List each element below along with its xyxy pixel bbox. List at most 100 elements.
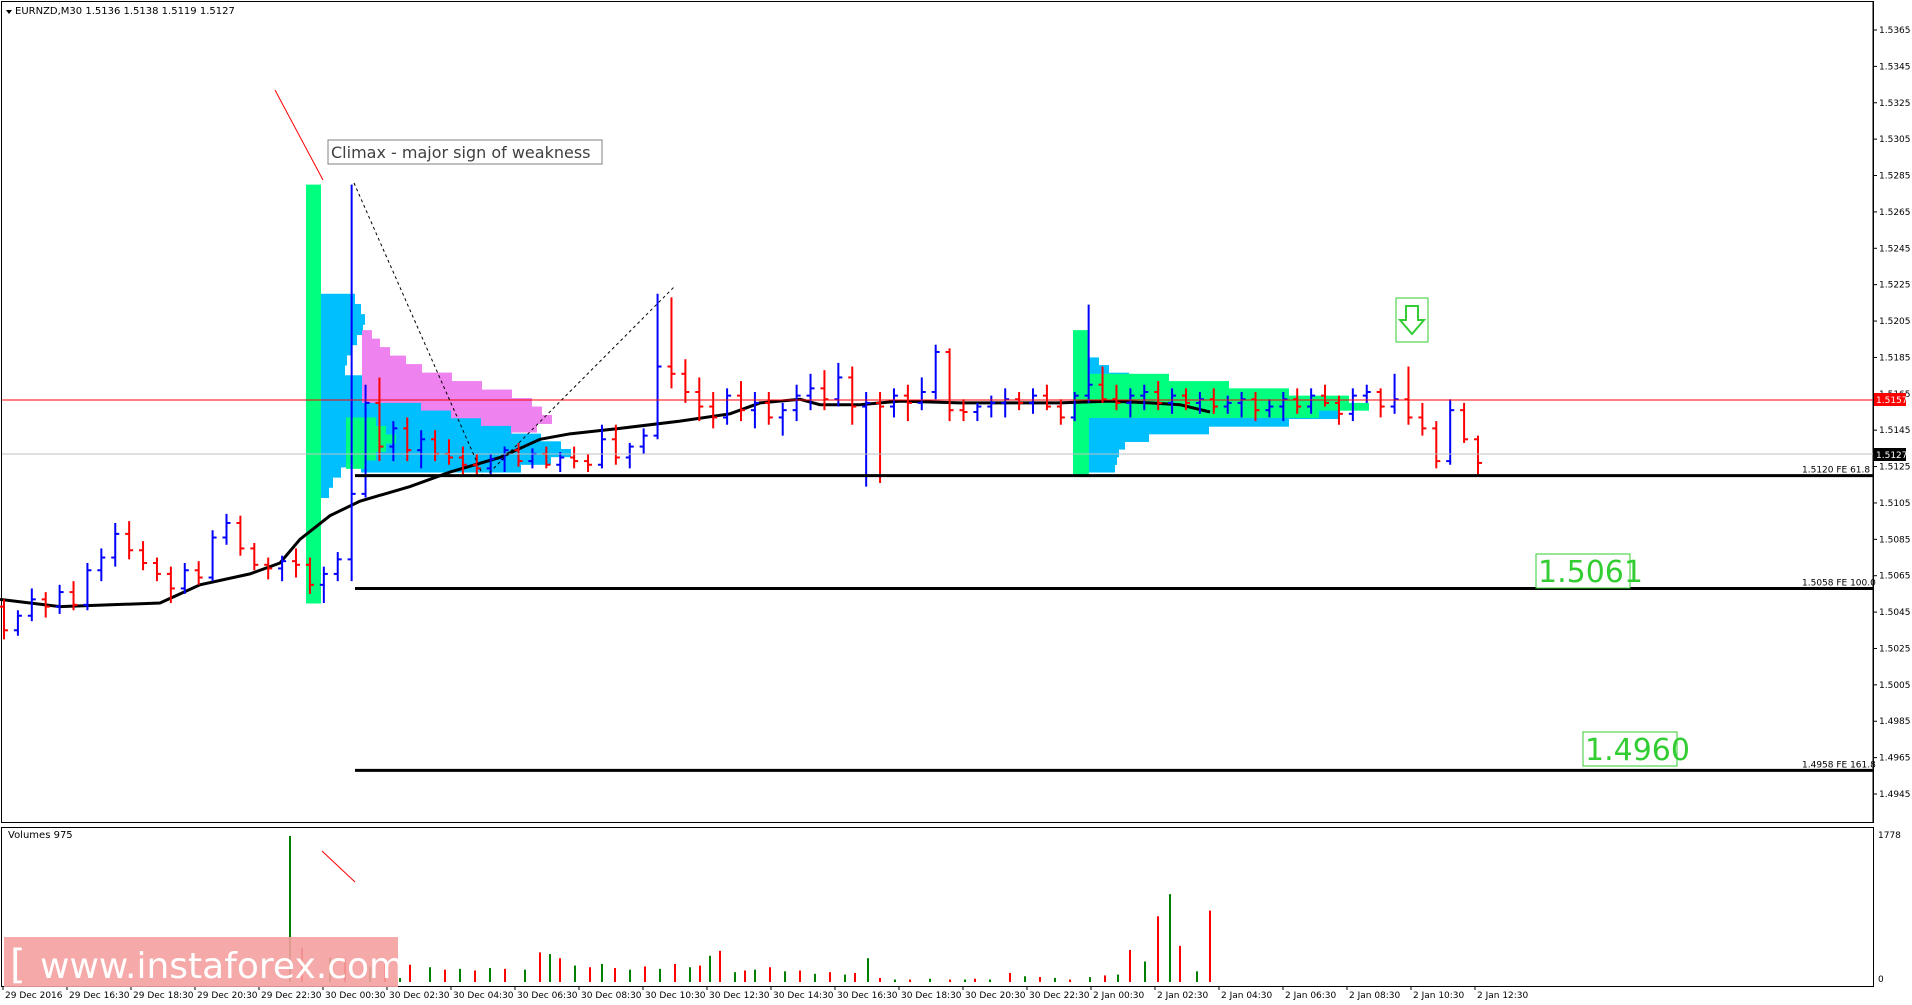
candle[interactable] xyxy=(69,581,78,611)
candle[interactable] xyxy=(584,453,593,473)
candle[interactable] xyxy=(681,359,690,403)
candle[interactable] xyxy=(987,395,996,418)
candle[interactable] xyxy=(0,599,8,640)
candle[interactable] xyxy=(625,442,634,469)
candle[interactable] xyxy=(1404,366,1413,425)
candle[interactable] xyxy=(709,391,718,429)
candle[interactable] xyxy=(1460,402,1469,443)
candle[interactable] xyxy=(333,552,342,582)
candle[interactable] xyxy=(1181,388,1190,411)
candle[interactable] xyxy=(166,566,175,603)
candle[interactable] xyxy=(1029,388,1038,414)
candle[interactable] xyxy=(792,384,801,422)
candle[interactable] xyxy=(486,453,495,476)
candle[interactable] xyxy=(1126,388,1135,418)
candle[interactable] xyxy=(152,557,161,582)
candle[interactable] xyxy=(611,424,620,465)
candle[interactable] xyxy=(41,592,50,618)
candle[interactable] xyxy=(222,513,231,545)
candle[interactable] xyxy=(597,424,606,469)
candle[interactable] xyxy=(250,542,259,571)
candle[interactable] xyxy=(1070,391,1079,422)
volume-arrow-line[interactable] xyxy=(321,850,356,883)
candle[interactable] xyxy=(973,402,982,422)
candle[interactable] xyxy=(778,402,787,436)
candle[interactable] xyxy=(361,384,370,498)
candle[interactable] xyxy=(1432,421,1441,469)
candle[interactable] xyxy=(1279,391,1288,422)
candle[interactable] xyxy=(27,588,36,622)
candle[interactable] xyxy=(55,584,64,614)
target-1[interactable]: 1.5061 xyxy=(1535,553,1643,590)
candle[interactable] xyxy=(737,381,745,422)
candle[interactable] xyxy=(1015,391,1024,411)
candle[interactable] xyxy=(764,391,773,425)
candle[interactable] xyxy=(319,566,328,603)
candle[interactable] xyxy=(1237,391,1246,418)
candle[interactable] xyxy=(1348,388,1357,422)
candle[interactable] xyxy=(653,293,662,440)
candle[interactable] xyxy=(917,377,926,411)
candle[interactable] xyxy=(1293,388,1302,414)
candle[interactable] xyxy=(931,344,940,400)
candle[interactable] xyxy=(1376,388,1385,418)
climax-annotation[interactable]: Climax - major sign of weakness xyxy=(327,139,603,165)
candle[interactable] xyxy=(1154,381,1163,411)
candle[interactable] xyxy=(862,391,871,487)
candle[interactable] xyxy=(292,548,301,578)
candle[interactable] xyxy=(570,446,579,469)
candle[interactable] xyxy=(139,541,148,571)
candle[interactable] xyxy=(1418,402,1427,436)
candle[interactable] xyxy=(1321,384,1330,407)
climax-arrow-line[interactable] xyxy=(274,89,324,181)
candle[interactable] xyxy=(1112,384,1121,411)
candle[interactable] xyxy=(1098,366,1107,403)
candle[interactable] xyxy=(1042,384,1051,411)
candle[interactable] xyxy=(208,530,217,582)
target-2[interactable]: 1.4960 xyxy=(1582,731,1690,768)
candle[interactable] xyxy=(1168,388,1177,414)
candle[interactable] xyxy=(834,362,843,407)
candle[interactable] xyxy=(806,373,815,411)
candle[interactable] xyxy=(1056,399,1065,425)
candle[interactable] xyxy=(1084,304,1093,403)
candle[interactable] xyxy=(264,557,273,580)
candle[interactable] xyxy=(1446,399,1455,465)
candle[interactable] xyxy=(111,522,120,567)
candle[interactable] xyxy=(1390,373,1399,414)
candle[interactable] xyxy=(667,297,676,389)
candle[interactable] xyxy=(1209,388,1218,414)
candle[interactable] xyxy=(876,391,885,483)
candle[interactable] xyxy=(375,377,384,462)
candle[interactable] xyxy=(514,442,523,467)
candle[interactable] xyxy=(236,515,245,556)
candle[interactable] xyxy=(347,184,356,582)
candle[interactable] xyxy=(723,388,732,425)
candle[interactable] xyxy=(278,555,287,582)
candle[interactable] xyxy=(750,391,759,429)
candle[interactable] xyxy=(13,610,22,636)
candle[interactable] xyxy=(83,562,92,611)
candle[interactable] xyxy=(820,370,829,411)
candle[interactable] xyxy=(180,562,189,594)
candle[interactable] xyxy=(97,548,106,582)
candle[interactable] xyxy=(695,377,704,422)
candle[interactable] xyxy=(1001,388,1010,418)
down-arrow-icon[interactable] xyxy=(1395,297,1429,343)
candle[interactable] xyxy=(889,388,898,418)
candle[interactable] xyxy=(458,446,467,476)
candle[interactable] xyxy=(417,430,426,469)
candle[interactable] xyxy=(305,557,314,594)
candle[interactable] xyxy=(1265,399,1274,418)
candle[interactable] xyxy=(556,452,565,473)
candle[interactable] xyxy=(1195,391,1204,414)
candle[interactable] xyxy=(848,366,857,425)
candle[interactable] xyxy=(945,348,954,422)
candle[interactable] xyxy=(1223,395,1232,414)
candle[interactable] xyxy=(1251,391,1260,422)
candle[interactable] xyxy=(1307,388,1316,414)
candle[interactable] xyxy=(194,561,203,585)
candle[interactable] xyxy=(959,399,968,422)
candle[interactable] xyxy=(639,428,648,454)
